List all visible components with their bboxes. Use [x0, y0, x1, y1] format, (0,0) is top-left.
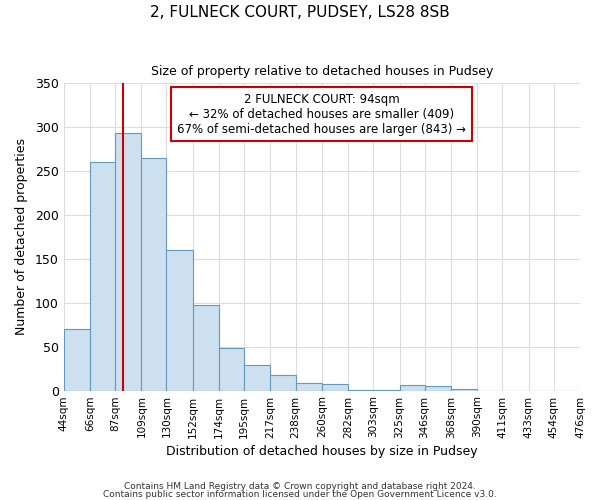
Text: Contains public sector information licensed under the Open Government Licence v3: Contains public sector information licen…: [103, 490, 497, 499]
Bar: [64, 329, 90, 390]
Y-axis label: Number of detached properties: Number of detached properties: [15, 138, 28, 336]
Text: 2, FULNECK COURT, PUDSEY, LS28 8SB: 2, FULNECK COURT, PUDSEY, LS28 8SB: [150, 5, 450, 20]
Bar: [425, 386, 451, 390]
Bar: [400, 386, 425, 390]
Bar: [219, 348, 244, 391]
X-axis label: Distribution of detached houses by size in Pudsey: Distribution of detached houses by size …: [166, 444, 478, 458]
Bar: [296, 382, 322, 390]
Bar: [142, 158, 166, 390]
Bar: [193, 306, 219, 390]
Bar: [322, 384, 348, 390]
Bar: [115, 134, 142, 390]
Bar: [271, 375, 296, 390]
Bar: [244, 365, 271, 390]
Bar: [90, 162, 115, 390]
Text: 2 FULNECK COURT: 94sqm
← 32% of detached houses are smaller (409)
67% of semi-de: 2 FULNECK COURT: 94sqm ← 32% of detached…: [178, 92, 466, 136]
Bar: [451, 389, 477, 390]
Text: Contains HM Land Registry data © Crown copyright and database right 2024.: Contains HM Land Registry data © Crown c…: [124, 482, 476, 491]
Bar: [166, 250, 193, 390]
Title: Size of property relative to detached houses in Pudsey: Size of property relative to detached ho…: [151, 65, 493, 78]
